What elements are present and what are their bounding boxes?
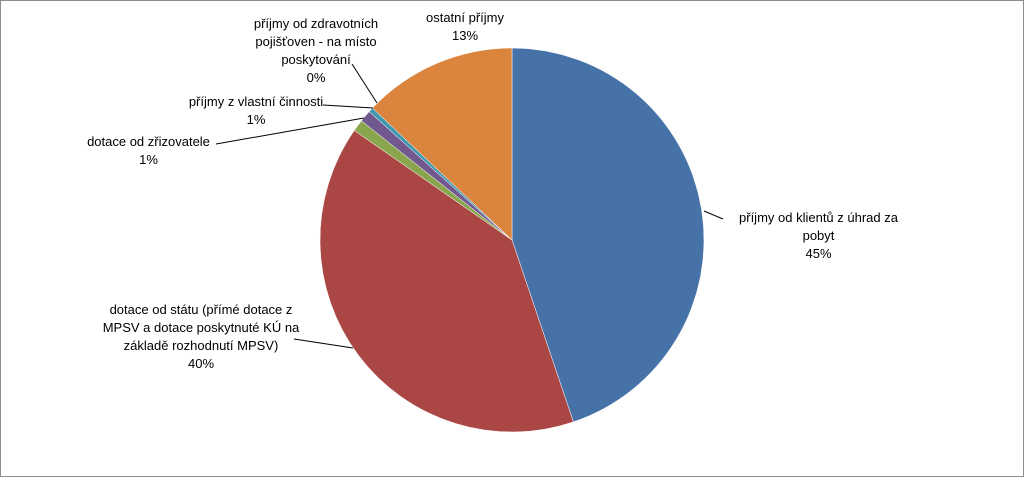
- category-label: ostatní příjmy: [425, 10, 505, 25]
- data-label: ostatní příjmy 13%: [406, 9, 524, 45]
- value-label: 45%: [805, 246, 832, 261]
- data-label: příjmy od zdravotních pojišťoven - na mí…: [236, 15, 396, 87]
- data-label: dotace od zřizovatele 1%: [81, 133, 216, 169]
- pie-slice: [319, 130, 574, 433]
- leader-line: [322, 104, 374, 109]
- data-label: příjmy z vlastní činnosti 1%: [176, 93, 336, 129]
- leader-line: [215, 117, 365, 145]
- value-label: 40%: [187, 356, 215, 371]
- category-label: dotace od zřizovatele: [87, 134, 210, 149]
- value-label: 13%: [451, 28, 479, 43]
- leader-line: [351, 63, 378, 104]
- leader-line: [293, 338, 354, 349]
- category-label: příjmy z vlastní činnosti: [188, 94, 324, 109]
- leader-line: [703, 210, 724, 220]
- value-label: 1%: [139, 152, 158, 167]
- value-label: 1%: [246, 112, 266, 127]
- data-label: příjmy od klientů z úhrad za pobyt 45%: [726, 209, 911, 263]
- pie-slice: [511, 47, 705, 423]
- value-label: 0%: [306, 70, 326, 85]
- pie-slice: [372, 47, 513, 241]
- category-label: příjmy od klientů z úhrad za pobyt: [739, 210, 898, 243]
- category-label: příjmy od zdravotních pojišťoven - na mí…: [253, 16, 379, 67]
- data-label: dotace od státu (přímé dotace z MPSV a d…: [96, 301, 306, 373]
- category-label: dotace od státu (přímé dotace z MPSV a d…: [102, 302, 300, 353]
